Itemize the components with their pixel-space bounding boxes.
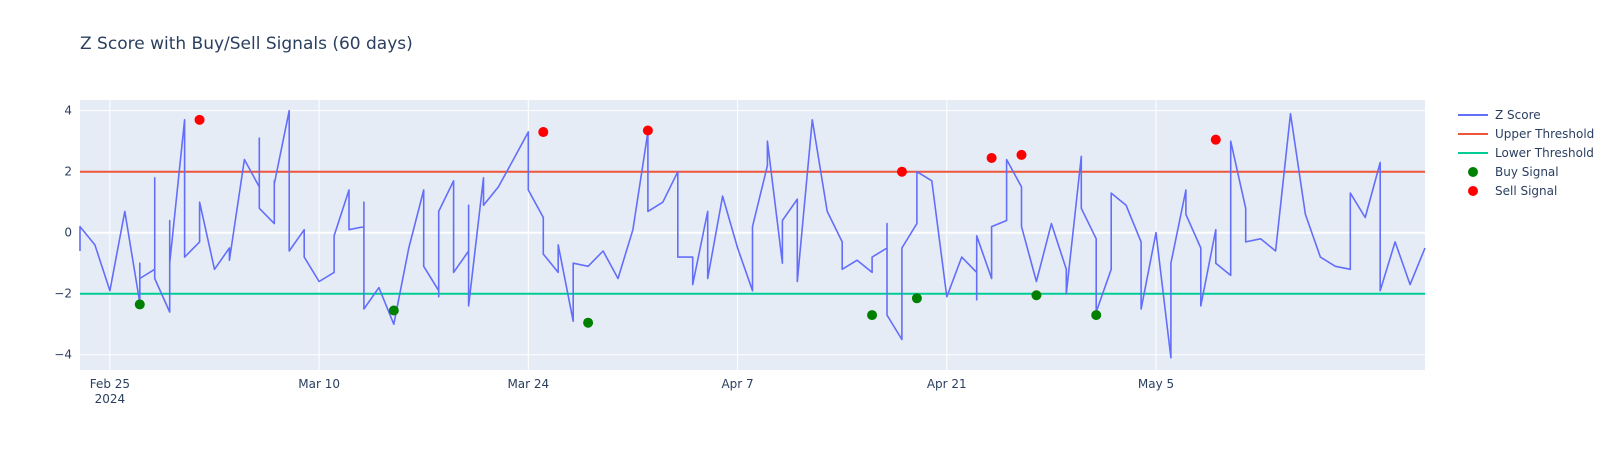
buy-signal-marker (1091, 310, 1102, 321)
sell-signal-marker (194, 114, 205, 125)
legend-label-z-score: Z Score (1495, 108, 1541, 122)
sell-signal-marker (538, 127, 549, 138)
y-tick-label: −4 (54, 348, 72, 362)
x-tick-label: Mar 10 (298, 377, 340, 391)
buy-signal-marker (583, 317, 594, 328)
legend-label-lower-threshold: Lower Threshold (1495, 146, 1594, 160)
y-tick-label: 4 (64, 104, 72, 118)
series-layer (79, 109, 1426, 359)
sell-signal-marker (896, 166, 907, 177)
legend-swatch-sell-signal (1468, 186, 1478, 196)
sell-signal-marker (1210, 134, 1221, 145)
legend-label-sell-signal: Sell Signal (1495, 184, 1557, 198)
sell-signal-marker (642, 125, 653, 136)
x-tick-sublabel: 2024 (95, 392, 126, 406)
x-tick-label: Apr 21 (927, 377, 967, 391)
buy-signal-marker (1031, 290, 1042, 301)
legend-label-upper-threshold: Upper Threshold (1495, 127, 1594, 141)
x-tick-label: May 5 (1138, 377, 1174, 391)
y-tick-label: −2 (54, 287, 72, 301)
signal-markers (134, 114, 1221, 328)
buy-signal-marker (134, 299, 145, 310)
sell-signal-marker (1016, 149, 1027, 160)
sell-signal-marker (986, 152, 997, 163)
chart-title: Z Score with Buy/Sell Signals (60 days) (80, 34, 413, 54)
x-tick-label: Apr 7 (721, 377, 753, 391)
x-tick-label: Mar 24 (507, 377, 549, 391)
buy-signal-marker (911, 293, 922, 304)
buy-signal-marker (867, 310, 878, 321)
legend-swatch-buy-signal (1468, 167, 1478, 177)
z-score-line (79, 109, 1426, 359)
y-tick-label: 0 (64, 226, 72, 240)
y-tick-label: 2 (64, 165, 72, 179)
legend: Z Score Upper Threshold Lower Threshold Buy… (1458, 108, 1594, 198)
buy-signal-marker (388, 305, 399, 316)
legend-label-buy-signal: Buy Signal (1495, 165, 1559, 179)
x-tick-label: Feb 25 (90, 377, 130, 391)
